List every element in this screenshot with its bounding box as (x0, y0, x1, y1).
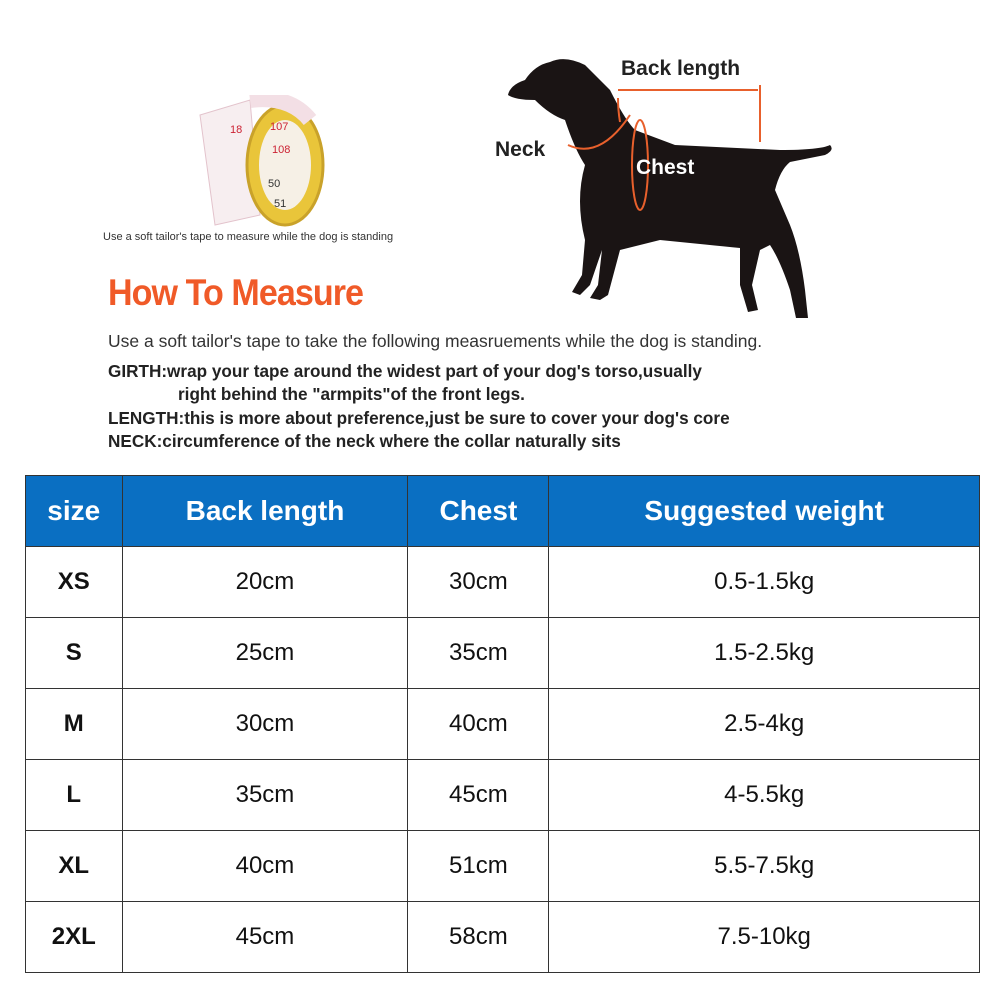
back-length-cell: 25cm (121, 617, 409, 689)
table-row: XL 40cm 51cm 5.5-7.5kg (25, 830, 980, 902)
girth-instruction-continued: right behind the "armpits"of the front l… (178, 384, 525, 404)
back-length-cell: 20cm (121, 546, 409, 618)
chest-label: Chest (636, 156, 695, 179)
tape-number: 108 (272, 144, 290, 156)
size-cell: L (25, 759, 123, 831)
back-length-cell: 35cm (121, 759, 409, 831)
size-table: size Back length Chest Suggested weight … (25, 475, 980, 973)
table-row: L 35cm 45cm 4-5.5kg (25, 759, 980, 831)
neck-label: Neck (495, 138, 546, 161)
weight-cell: 2.5-4kg (548, 688, 980, 760)
weight-cell: 7.5-10kg (548, 901, 980, 973)
tape-caption: Use a soft tailor's tape to measure whil… (103, 231, 394, 243)
chest-cell: 45cm (407, 759, 550, 831)
tape-number: 50 (268, 178, 280, 190)
size-cell: XL (25, 830, 123, 902)
table-row: 2XL 45cm 58cm 7.5-10kg (25, 901, 980, 973)
weight-cell: 0.5-1.5kg (548, 546, 980, 618)
length-instruction: LENGTH:this is more about preference,jus… (108, 408, 730, 428)
girth-instruction: GIRTH:wrap your tape around the widest p… (108, 361, 702, 381)
chest-cell: 35cm (407, 617, 550, 689)
header-size: size (25, 475, 123, 547)
size-cell: S (25, 617, 123, 689)
size-cell: M (25, 688, 123, 760)
tape-number: 18 (230, 124, 242, 136)
neck-instruction: NECK:circumference of the neck where the… (108, 431, 621, 451)
chest-cell: 40cm (407, 688, 550, 760)
size-cell: 2XL (25, 901, 123, 973)
header-suggested-weight: Suggested weight (548, 475, 980, 547)
back-length-cell: 45cm (121, 901, 409, 973)
weight-cell: 4-5.5kg (548, 759, 980, 831)
table-row: M 30cm 40cm 2.5-4kg (25, 688, 980, 760)
back-length-cell: 30cm (121, 688, 409, 760)
table-row: S 25cm 35cm 1.5-2.5kg (25, 617, 980, 689)
dog-silhouette-image (508, 59, 832, 318)
size-cell: XS (25, 546, 123, 618)
tape-number: 107 (270, 121, 288, 133)
weight-cell: 5.5-7.5kg (548, 830, 980, 902)
chest-cell: 58cm (407, 901, 550, 973)
weight-cell: 1.5-2.5kg (548, 617, 980, 689)
header-chest: Chest (407, 475, 550, 547)
tape-measure-image: 18 107 108 50 51 (199, 95, 325, 227)
header-back-length: Back length (121, 475, 409, 547)
page-title: How To Measure (108, 272, 364, 313)
table-header-row: size Back length Chest Suggested weight (25, 475, 980, 547)
chest-cell: 51cm (407, 830, 550, 902)
chest-cell: 30cm (407, 546, 550, 618)
back-length-cell: 40cm (121, 830, 409, 902)
tape-number: 51 (274, 198, 286, 210)
table-row: XS 20cm 30cm 0.5-1.5kg (25, 546, 980, 618)
back-length-label: Back length (621, 57, 741, 80)
intro-text: Use a soft tailor's tape to take the fol… (108, 331, 763, 351)
